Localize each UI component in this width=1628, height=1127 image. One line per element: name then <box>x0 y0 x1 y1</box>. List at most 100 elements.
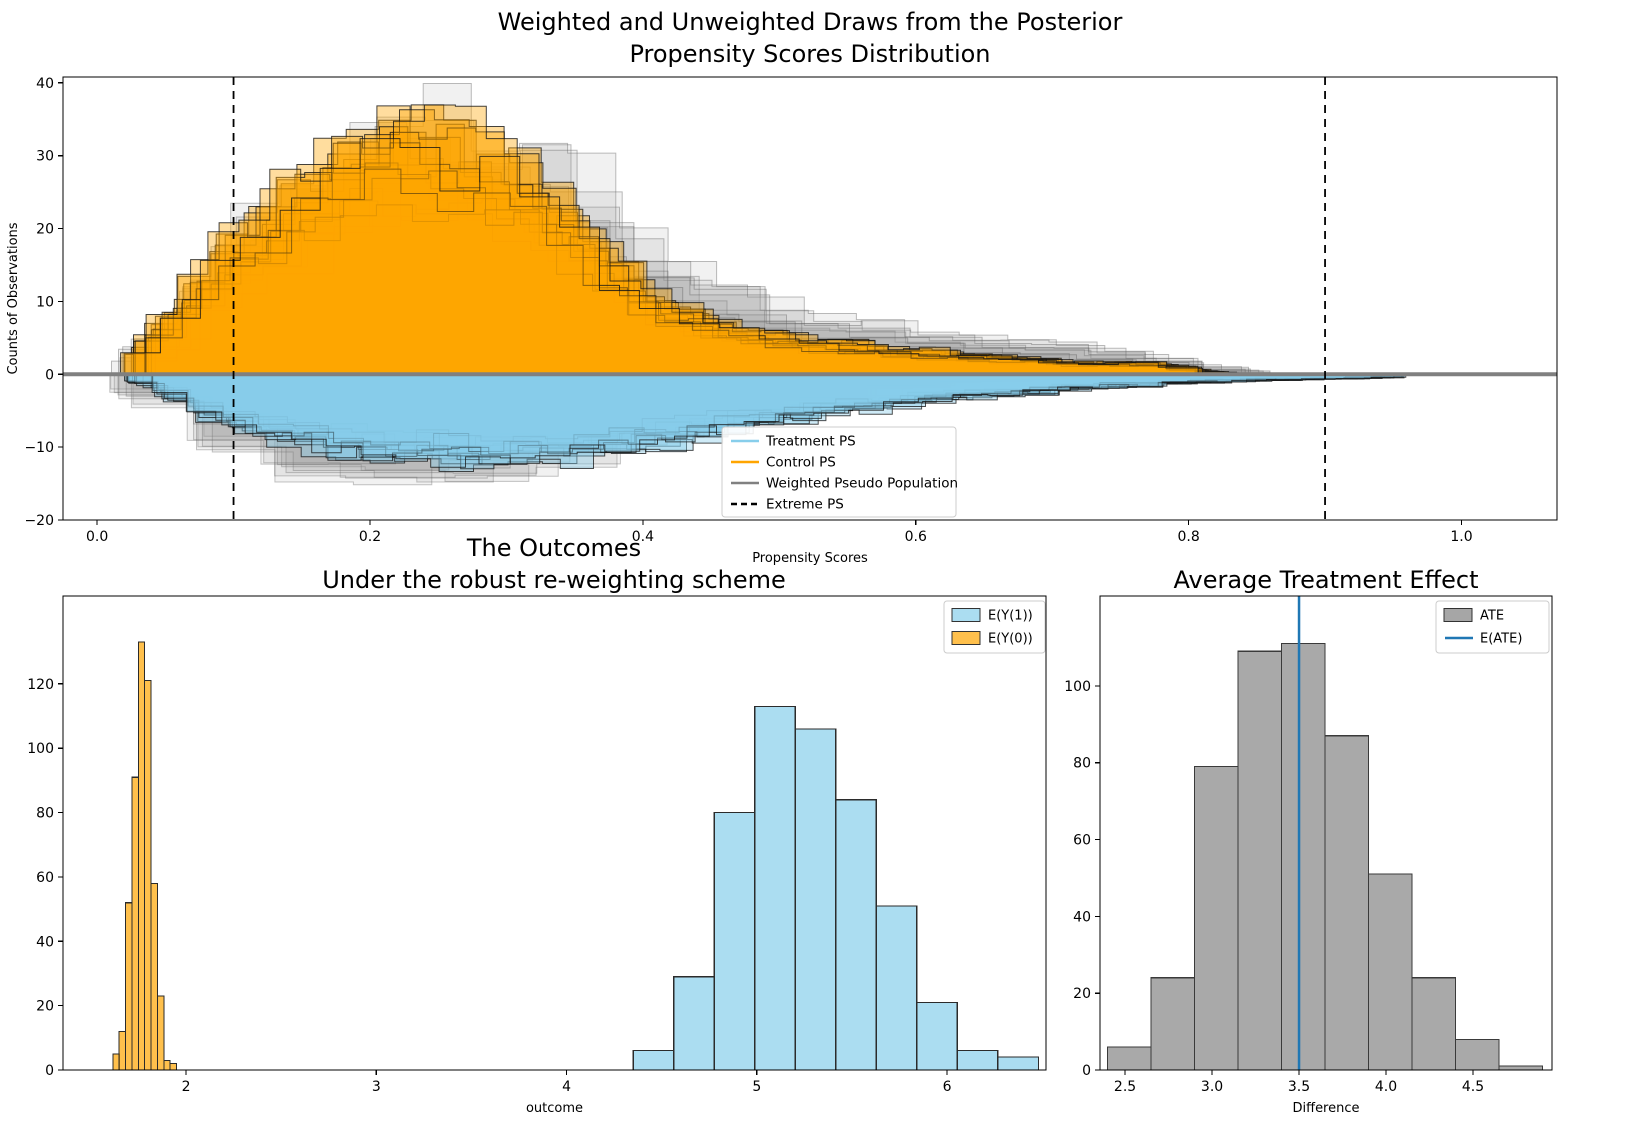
histogram-bar <box>118 1030 127 1071</box>
ate-title: Average Treatment Effect <box>1173 566 1478 594</box>
y-tick-label: 30 <box>36 149 54 165</box>
histogram-bar <box>1455 1038 1500 1071</box>
treatment-draws <box>124 373 1407 472</box>
control-draws <box>120 104 1239 375</box>
y-tick-label: 100 <box>27 741 54 757</box>
legend-swatch-E(Y(0)) <box>951 631 981 645</box>
y-tick-label: 120 <box>27 677 54 693</box>
histogram-bar <box>150 882 159 1071</box>
x-tick-label: 4.0 <box>1375 1079 1397 1095</box>
histogram-bar <box>956 1050 999 1071</box>
propensity-title: Propensity Scores Distribution <box>629 40 990 68</box>
x-tick-label: 6 <box>943 1079 952 1095</box>
histogram-bar <box>1194 765 1239 1071</box>
ate-plot: 2.5 3.0 3.5 4.0 4.5 0 20 40 60 80 100 Average Treat… <box>1064 566 1553 1116</box>
histogram-draw <box>120 138 1239 375</box>
histogram-bar <box>156 995 165 1071</box>
histogram-draw <box>145 168 1203 375</box>
ate-legend: ATE E(ATE) <box>1435 600 1550 654</box>
propensity-draws <box>109 83 1407 486</box>
histogram-draw <box>118 164 1271 375</box>
histogram-draw <box>144 170 1224 375</box>
histogram-bar <box>1324 735 1370 1071</box>
propensity-plot: 0.0 0.2 0.4 0.6 0.8 1.0 −20 −10 0 10 20 30 40 Weighte… <box>6 8 1558 566</box>
histogram-draw <box>111 179 1222 375</box>
histogram-bar <box>1281 643 1326 1071</box>
y-tick-label: 20 <box>1073 986 1091 1002</box>
outcomes-xlabel: outcome <box>526 1101 583 1116</box>
histogram-draw <box>150 188 1210 375</box>
legend-label: Weighted Pseudo Population <box>766 476 958 492</box>
x-tick-label: 1.0 <box>1450 529 1472 545</box>
propensity-xlabel: Propensity Scores <box>752 551 868 566</box>
x-tick-label: 2 <box>182 1079 191 1095</box>
y-tick-label: 10 <box>36 294 54 310</box>
histogram-draw <box>132 195 1271 375</box>
histogram-bar <box>1368 873 1413 1071</box>
propensity-legend: Treatment PS Control PS Weighted Pseudo Po… <box>721 426 958 518</box>
y-tick-label: −10 <box>24 440 54 456</box>
histogram-bar <box>754 705 796 1071</box>
histogram-draw <box>142 373 1395 459</box>
ate-bars <box>1107 643 1544 1071</box>
histogram-bar <box>673 976 715 1071</box>
ate-axes: 2.5 3.0 3.5 4.0 4.5 0 20 40 60 80 100 Average Treat… <box>1064 566 1553 1116</box>
y-tick-label: 100 <box>1064 679 1091 695</box>
histogram-bar <box>169 1063 178 1071</box>
outcomes-title: The Outcomes <box>466 534 641 562</box>
y-tick-label: 20 <box>36 999 54 1015</box>
histogram-bar <box>131 776 139 1071</box>
y-tick-label: 20 <box>36 222 54 238</box>
legend-label: ATE <box>1480 609 1504 624</box>
legend-label: E(ATE) <box>1480 632 1522 647</box>
histogram-draw <box>132 373 1126 479</box>
y-tick-label: 0 <box>1082 1063 1091 1079</box>
histogram-draw <box>151 373 1407 468</box>
histogram-bar <box>875 905 918 1071</box>
histogram-bar <box>632 1050 675 1071</box>
histogram-bar <box>112 1053 120 1071</box>
propensity-axes: 0.0 0.2 0.4 0.6 0.8 1.0 −20 −10 0 10 20 30 40 Weighte… <box>6 8 1558 566</box>
outcomes-legend: E(Y(1)) E(Y(0)) <box>943 600 1046 654</box>
x-tick-label: 3.5 <box>1288 1079 1310 1095</box>
y-tick-label: 40 <box>36 934 54 950</box>
histogram-draw <box>130 176 1264 375</box>
y-tick-label: 60 <box>36 870 54 886</box>
propensity-ylabel: Counts of Observations <box>6 222 21 374</box>
y-tick-label: 0 <box>45 367 54 383</box>
histogram-bar <box>835 799 877 1071</box>
histogram-bar <box>1237 650 1283 1071</box>
legend-label: E(Y(0)) <box>988 632 1033 647</box>
histogram-draw <box>125 373 1385 443</box>
histogram-bar <box>137 641 146 1071</box>
histogram-bar <box>916 1001 958 1071</box>
histogram-bar <box>163 1059 171 1071</box>
legend-label: Control PS <box>766 455 836 471</box>
x-tick-label: 0.0 <box>86 529 108 545</box>
histogram-bar <box>997 1056 1039 1071</box>
histogram-bar <box>1107 1046 1152 1071</box>
histogram-draw <box>133 83 1242 375</box>
histogram-bar <box>125 902 133 1071</box>
histogram-draw <box>126 373 1395 464</box>
histogram-bar <box>1150 977 1196 1071</box>
y-tick-label: −20 <box>24 513 54 529</box>
x-tick-label: 0.4 <box>632 529 654 545</box>
y-tick-label: 40 <box>36 76 54 92</box>
x-tick-label: 2.5 <box>1114 1079 1136 1095</box>
y-tick-label: 40 <box>1073 909 1091 925</box>
y-tick-label: 60 <box>1073 833 1091 849</box>
histogram-bar <box>794 728 837 1071</box>
x-tick-label: 4 <box>562 1079 571 1095</box>
histogram-bar <box>1411 977 1457 1071</box>
ate-xlabel: Difference <box>1292 1101 1359 1116</box>
series-E(Y(1)) <box>632 705 1039 1071</box>
series-ATE <box>1107 643 1544 1071</box>
x-tick-label: 3.0 <box>1201 1079 1223 1095</box>
y-tick-label: 80 <box>1073 756 1091 772</box>
legend-swatch-ATE <box>1443 608 1473 622</box>
